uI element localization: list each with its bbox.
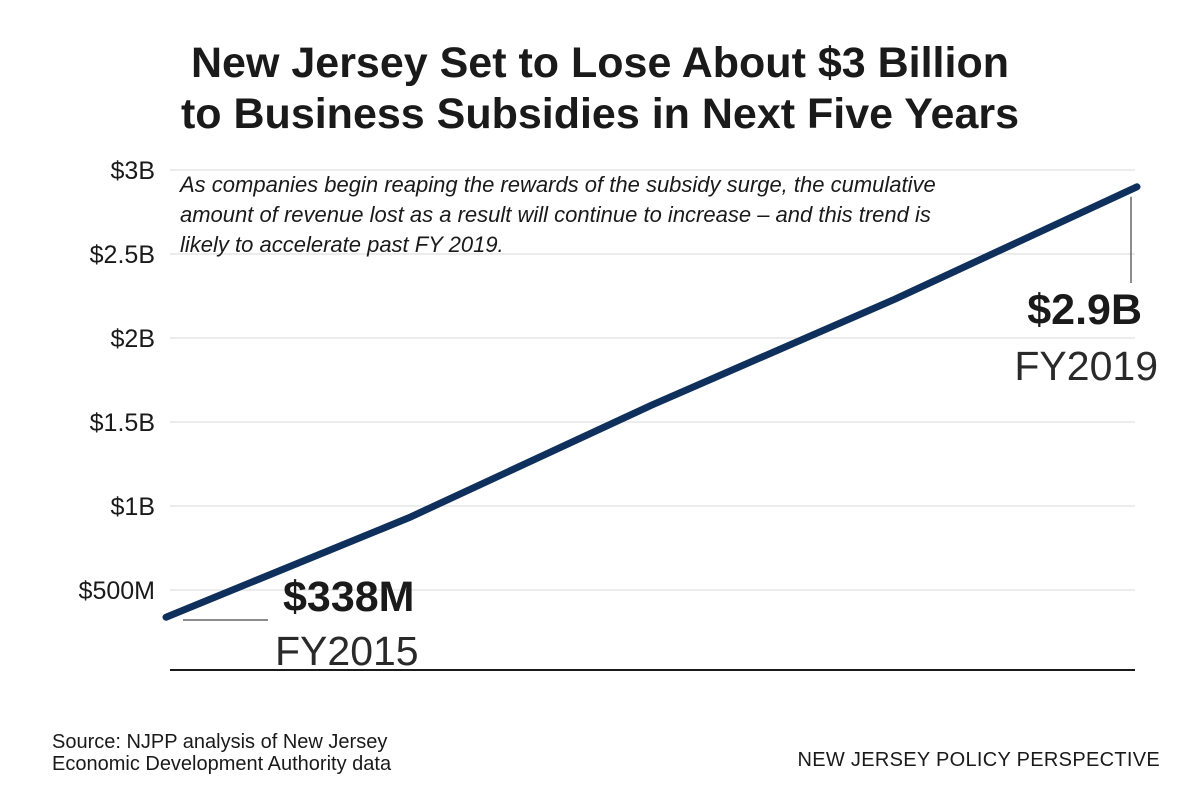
chart-title-line-2: to Business Subsidies in Next Five Years xyxy=(180,90,1020,138)
leader-lines xyxy=(183,196,1132,621)
series-line xyxy=(162,183,1141,621)
source-line-2: Economic Development Authority data xyxy=(52,753,392,775)
end-year-label: FY2019 xyxy=(1014,343,1158,389)
y-tick-label: $3B xyxy=(111,157,155,185)
start-year-label: FY2015 xyxy=(275,628,419,674)
chart-annotation: As companies begin reaping the rewards o… xyxy=(180,172,936,257)
source-line-1: Source: NJPP analysis of New Jersey xyxy=(52,731,388,753)
chart-title: New Jersey Set to Lose About $3 Billion … xyxy=(0,38,1200,140)
start-value-label: $338M xyxy=(283,573,415,621)
y-tick-label: $500M xyxy=(79,577,155,605)
y-tick-label: $1B xyxy=(111,493,155,521)
y-tick-label: $2.5B xyxy=(90,241,155,269)
gridlines xyxy=(170,169,1135,591)
publisher-credit: NEW JERSEY POLICY PERSPECTIVE xyxy=(797,749,1160,771)
chart-title-line-1: New Jersey Set to Lose About $3 Billion xyxy=(191,39,1009,87)
y-tick-label: $2B xyxy=(111,325,155,353)
source-note: Source: NJPP analysis of New Jersey Econ… xyxy=(52,731,391,775)
y-tick-label: $1.5B xyxy=(90,409,155,437)
series xyxy=(162,183,1141,621)
end-value-label: $2.9B xyxy=(1027,286,1142,334)
y-axis-ticks: $500M $1B $1.5B $2B $2.5B $3B xyxy=(79,157,155,605)
